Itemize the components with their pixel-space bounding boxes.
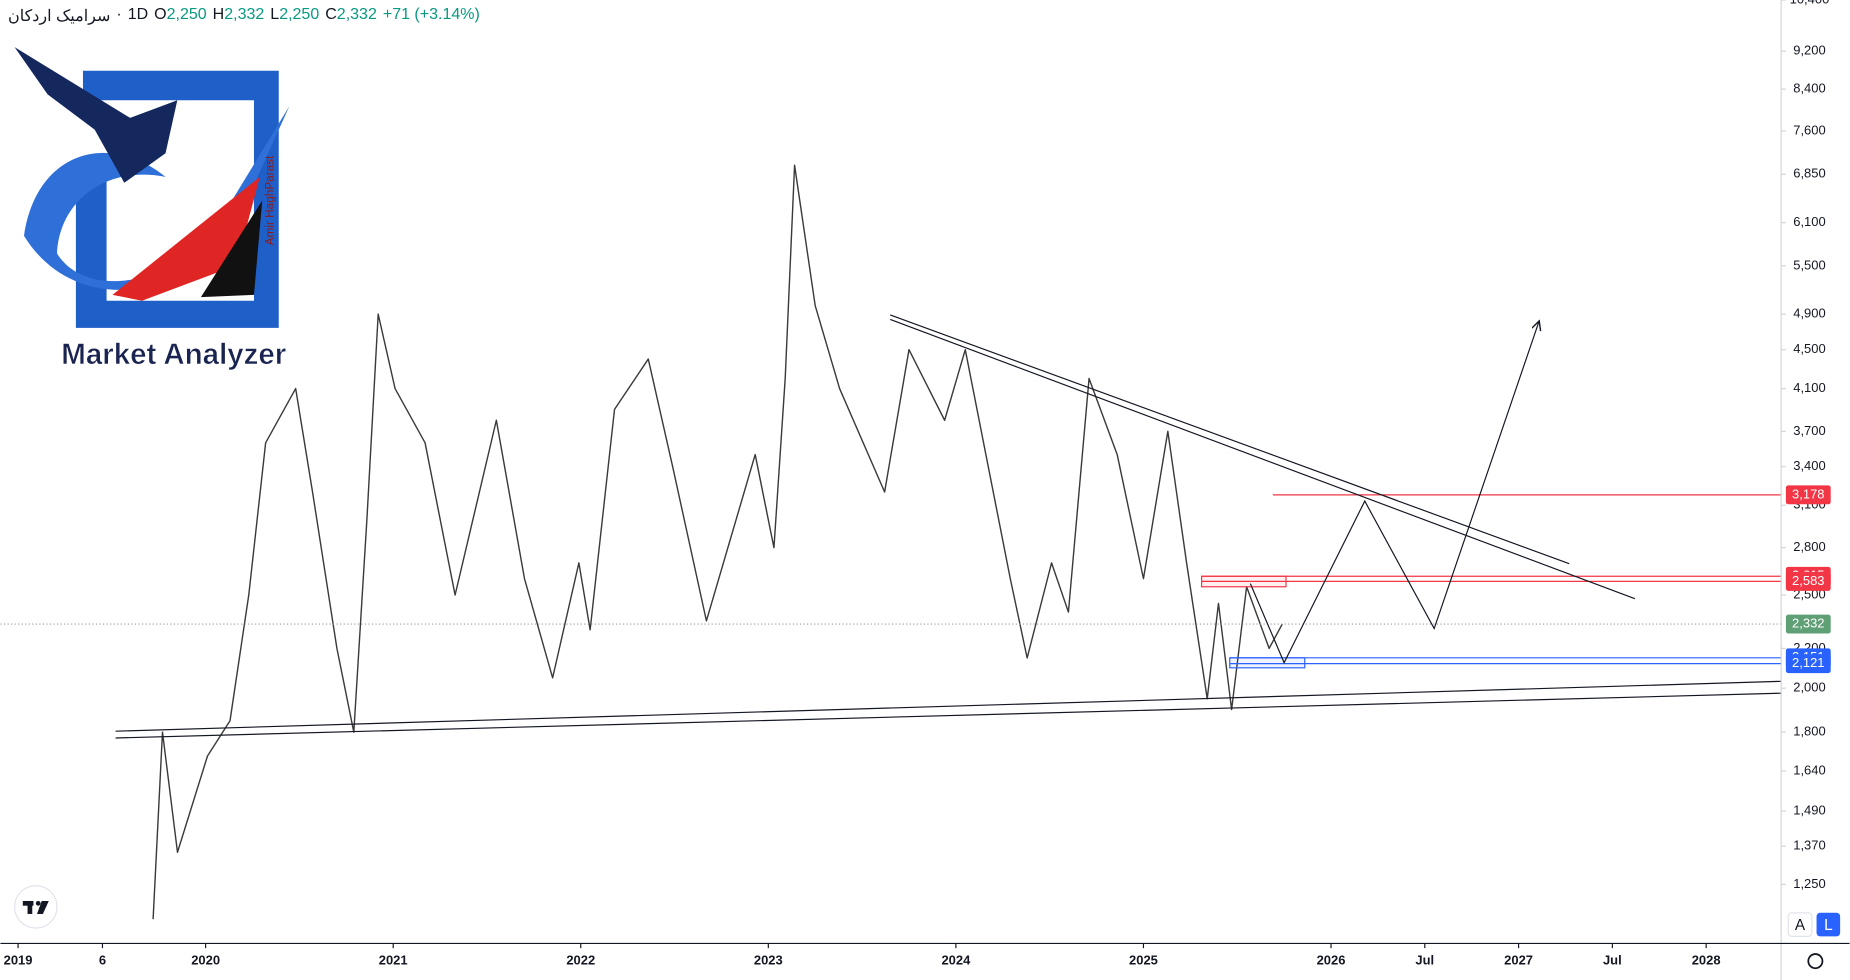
x-tick-label: 2023: [754, 953, 783, 968]
price-tag-label: 3,178: [1792, 486, 1824, 501]
y-tick-label: 1,490: [1793, 802, 1825, 817]
y-tick-label: 4,900: [1793, 306, 1825, 321]
tv-logo-part: [36, 900, 49, 914]
y-tick-label: 4,100: [1793, 380, 1825, 395]
log-scale-label[interactable]: L: [1824, 917, 1833, 934]
price-tag-label: 2,583: [1792, 573, 1824, 588]
x-tick-label: 2020: [191, 953, 220, 968]
tv-logo-part: [35, 900, 41, 906]
price-tag: [1785, 654, 1831, 674]
change: +71 (+3.14%): [382, 6, 480, 23]
y-tick-label: 1,370: [1793, 838, 1825, 853]
y-tick-label: 7,600: [1793, 122, 1825, 137]
y-tick-label: 1,640: [1793, 762, 1825, 777]
separator: ·: [116, 6, 122, 23]
trend-line: [890, 318, 1636, 600]
ohlc-open: O2,250: [154, 6, 207, 26]
plot-area: [0, 164, 1782, 920]
tv-logo: [13, 885, 58, 929]
label: H: [212, 6, 225, 23]
value: 2,250: [279, 6, 320, 23]
symbol: سرامیک اردکان: [8, 8, 111, 25]
y-tick-label: 5,500: [1793, 257, 1825, 272]
x-tick-label: 2027: [1504, 953, 1533, 968]
price-tag-label: 2,121: [1792, 655, 1824, 670]
y-tick-label: 1,800: [1793, 724, 1825, 739]
price-tag: [1785, 485, 1831, 505]
x-tick-label: 2022: [566, 953, 595, 968]
y-tick-label: 4,500: [1793, 341, 1825, 356]
label: L: [270, 6, 280, 23]
y-tick-label: 6,850: [1793, 166, 1825, 181]
price-line: [152, 164, 1283, 920]
x-tick-label: Jul: [1603, 953, 1622, 968]
x-tick-label: 2025: [1129, 953, 1158, 968]
logo-brand: Market Analyzer: [61, 338, 286, 371]
label: O: [154, 6, 167, 23]
value: 2,332: [336, 6, 377, 23]
x-tick-label: Jul: [1415, 953, 1434, 968]
x-tick-label: 2028: [1692, 953, 1721, 968]
x-tick-label: 2019: [4, 953, 33, 968]
trend-line: [890, 314, 1570, 565]
auto-scale-button[interactable]: [1787, 912, 1813, 937]
tv-logo-part: [27, 900, 33, 914]
settings-icon[interactable]: [1807, 953, 1824, 970]
log-scale-button[interactable]: [1816, 912, 1841, 937]
x-tick-label: 6: [99, 953, 106, 968]
y-tick-label: 2,000: [1793, 680, 1825, 695]
zone: [1229, 657, 1306, 669]
value: 2,250: [166, 6, 207, 23]
y-tick-label: 3,400: [1793, 458, 1825, 473]
y-tick-label: 6,100: [1793, 214, 1825, 229]
value: 2,332: [224, 6, 265, 23]
logo-eagle: [14, 47, 178, 183]
price-tag: [1785, 614, 1831, 634]
price-tag: [1785, 571, 1831, 591]
y-tick-label: 2,800: [1793, 539, 1825, 554]
ohlc-close: C2,332: [325, 6, 377, 26]
logo: Market Analyzer Amir HaghParast: [14, 47, 290, 371]
y-tick-label: 1,250: [1793, 876, 1825, 891]
tv-logo-circle: [13, 885, 58, 929]
trend-line: [115, 692, 1782, 739]
logo-black: [200, 200, 263, 298]
y-tick-label: 9,200: [1793, 43, 1825, 58]
projection-path: [1249, 321, 1539, 665]
ohlc-low: L2,250: [270, 6, 319, 26]
price-tag-label: 2,332: [1792, 615, 1824, 630]
x-tick-label: 2026: [1317, 953, 1346, 968]
logo-frame: [75, 70, 279, 328]
logo-author: Amir HaghParast: [264, 155, 277, 245]
y-tick-label: 10,400: [1790, 0, 1830, 6]
y-tick-label: 3,700: [1793, 423, 1825, 438]
ohlc-high: H2,332: [213, 6, 265, 26]
symbol-header: سرامیک اردکان · 1D O2,250 H2,332 L2,250 …: [8, 6, 480, 26]
interval: 1D: [127, 6, 149, 23]
label: C: [325, 6, 337, 23]
trend-line: [115, 680, 1782, 732]
zone: [1201, 575, 1287, 588]
x-tick-label: 2021: [379, 953, 408, 968]
y-tick-label: 8,400: [1793, 81, 1825, 96]
x-tick-label: 2024: [941, 953, 971, 968]
auto-scale-label[interactable]: A: [1795, 917, 1806, 934]
